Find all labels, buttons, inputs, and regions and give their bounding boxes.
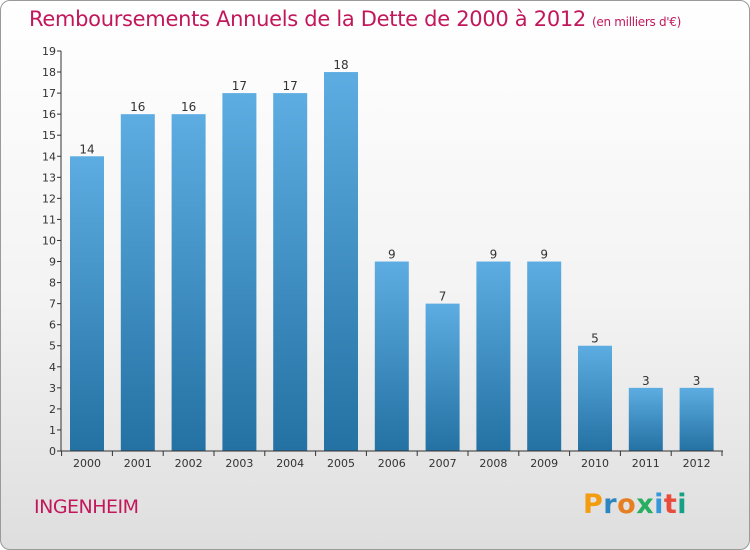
y-tick-label: 15 bbox=[42, 129, 56, 142]
bar-2002 bbox=[171, 114, 206, 451]
brand-letter: P bbox=[583, 489, 604, 520]
y-tick-label: 16 bbox=[42, 108, 56, 121]
y-tick-label: 2 bbox=[49, 403, 56, 416]
brand-letter: o bbox=[617, 489, 637, 520]
y-tick-label: 0 bbox=[49, 445, 56, 458]
data-label: 9 bbox=[490, 248, 498, 262]
x-tick-label: 2008 bbox=[479, 457, 507, 470]
y-tick-label: 5 bbox=[49, 340, 56, 353]
chart-title: Remboursements Annuels de la Dette de 20… bbox=[29, 7, 681, 31]
data-label: 5 bbox=[591, 332, 599, 346]
chart-unit: (en milliers d'€) bbox=[592, 15, 682, 29]
bar-2011 bbox=[628, 387, 663, 451]
y-tick-label: 12 bbox=[42, 192, 56, 205]
y-tick-label: 7 bbox=[49, 298, 56, 311]
brand-letter: r bbox=[603, 489, 618, 520]
bar-2003 bbox=[222, 93, 257, 452]
data-label: 9 bbox=[540, 248, 548, 262]
x-tick-label: 2003 bbox=[225, 457, 253, 470]
bar-2012 bbox=[679, 387, 714, 451]
axes-group bbox=[57, 50, 723, 456]
x-tick-label: 2010 bbox=[581, 457, 609, 470]
labels-group: 0123456789101112131415161718192000142001… bbox=[42, 45, 711, 470]
x-tick-label: 2009 bbox=[530, 457, 558, 470]
bar-2004 bbox=[273, 93, 308, 452]
data-label: 16 bbox=[130, 100, 145, 114]
data-label: 18 bbox=[333, 58, 348, 72]
bar-2007 bbox=[425, 303, 460, 451]
brand-letter: i bbox=[677, 489, 688, 520]
y-tick-label: 11 bbox=[42, 213, 56, 226]
bar-2005 bbox=[324, 72, 358, 451]
x-tick-label: 2011 bbox=[632, 457, 660, 470]
data-label: 17 bbox=[283, 79, 298, 93]
y-tick-label: 9 bbox=[49, 256, 56, 269]
data-label: 17 bbox=[232, 79, 247, 93]
chart-title-text: Remboursements Annuels de la Dette de 20… bbox=[29, 7, 586, 31]
y-tick-label: 1 bbox=[49, 424, 56, 437]
data-label: 16 bbox=[181, 100, 196, 114]
brand-letter: x bbox=[636, 489, 655, 520]
data-label: 3 bbox=[693, 374, 701, 388]
bar-2006 bbox=[374, 261, 409, 451]
commune-name: INGENHEIM bbox=[34, 496, 139, 518]
bar-2000 bbox=[70, 156, 104, 451]
x-tick-label: 2012 bbox=[683, 457, 711, 470]
data-label: 3 bbox=[642, 374, 650, 388]
brand-letter: i bbox=[654, 489, 664, 520]
y-tick-label: 18 bbox=[42, 66, 56, 79]
y-tick-label: 10 bbox=[42, 234, 56, 247]
y-tick-label: 13 bbox=[42, 171, 56, 184]
brand-letter: t bbox=[663, 489, 678, 520]
bar-2001 bbox=[120, 114, 155, 451]
x-tick-label: 2006 bbox=[378, 457, 406, 470]
x-tick-label: 2002 bbox=[175, 457, 203, 470]
data-label: 7 bbox=[439, 290, 447, 304]
bar-2010 bbox=[578, 345, 612, 451]
y-tick-label: 4 bbox=[49, 361, 56, 374]
x-tick-label: 2005 bbox=[327, 457, 355, 470]
bar-2009 bbox=[527, 261, 562, 451]
x-tick-label: 2007 bbox=[429, 457, 457, 470]
data-label: 14 bbox=[79, 142, 94, 156]
x-tick-label: 2000 bbox=[73, 457, 101, 470]
x-tick-label: 2004 bbox=[276, 457, 304, 470]
y-tick-label: 19 bbox=[42, 45, 56, 58]
bar-2008 bbox=[476, 261, 511, 451]
proxiti-logo[interactable]: Proxiti bbox=[583, 489, 687, 520]
y-tick-label: 8 bbox=[49, 277, 56, 290]
y-tick-label: 17 bbox=[42, 87, 56, 100]
y-tick-label: 3 bbox=[49, 382, 56, 395]
bars-group bbox=[70, 72, 714, 452]
data-label: 9 bbox=[388, 248, 396, 262]
x-tick-label: 2001 bbox=[124, 457, 152, 470]
y-tick-label: 6 bbox=[49, 319, 56, 332]
y-tick-label: 14 bbox=[42, 150, 56, 163]
